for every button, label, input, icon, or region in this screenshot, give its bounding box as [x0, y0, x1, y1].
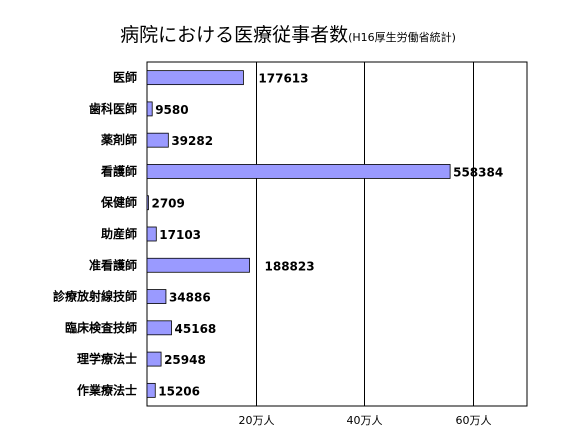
bar: [146, 382, 156, 398]
category-label: 歯科医師: [89, 101, 137, 116]
value-label: 39282: [171, 134, 213, 148]
bar: [146, 320, 172, 336]
grid-lines: [256, 62, 474, 406]
bar: [146, 226, 157, 242]
value-label: 558384: [453, 165, 503, 179]
x-tick-label: 60万人: [456, 414, 492, 427]
x-tick-label: 20万人: [239, 414, 275, 427]
value-label: 177613: [258, 72, 308, 86]
x-tick-label: 40万人: [347, 414, 383, 427]
bar: [146, 70, 244, 86]
value-labels: 177613 9580 39282 558384 2709 17103 188823 3488…: [151, 72, 503, 399]
category-labels: 医師歯科医師薬剤師看護師保健師助産師准看護師診療放射線技師臨床検査技師理学療法士…: [53, 70, 137, 398]
bar: [146, 101, 153, 117]
category-label: 助産師: [101, 226, 137, 241]
value-label: 45168: [175, 322, 217, 336]
category-label: 保健師: [100, 195, 137, 210]
value-label: 9580: [155, 103, 188, 117]
category-label: 臨床検査技師: [65, 320, 137, 335]
value-label: 188823: [265, 259, 315, 273]
category-label: 理学療法士: [77, 351, 137, 366]
category-label: 准看護師: [89, 257, 137, 272]
bar: [146, 351, 162, 367]
chart-subtitle: (H16厚生労働省統計): [348, 31, 456, 44]
bar: [146, 195, 149, 211]
category-label: 薬剤師: [101, 132, 137, 147]
category-label: 作業療法士: [77, 382, 137, 397]
value-label: 25948: [164, 353, 206, 367]
value-label: 17103: [159, 228, 201, 242]
category-label: 診療放射線技師: [53, 289, 137, 304]
bars: [146, 70, 451, 398]
chart-title-main: 病院における医療従事者数: [120, 24, 349, 46]
x-tick-labels: 20万人 40万人 60万人: [239, 414, 492, 427]
value-label: 2709: [151, 197, 184, 211]
chart-title: 病院における医療従事者数(H16厚生労働省統計): [0, 20, 576, 47]
bar: [146, 132, 169, 148]
value-label: 34886: [169, 291, 211, 305]
bar: [146, 289, 167, 304]
bar: [146, 257, 250, 273]
category-label: 看護師: [101, 163, 137, 178]
category-label: 医師: [113, 70, 137, 85]
value-label: 15206: [158, 384, 200, 398]
bar: [146, 164, 451, 179]
